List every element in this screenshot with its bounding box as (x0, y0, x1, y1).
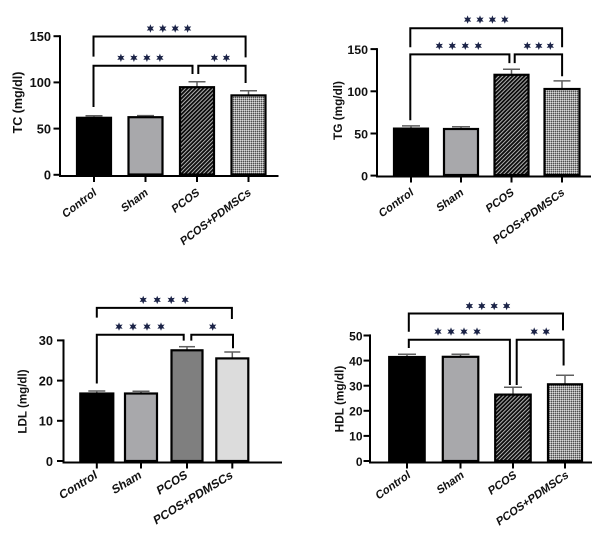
svg-text:PCOS: PCOS (155, 467, 189, 498)
svg-text:HDL (mg/dl): HDL (mg/dl) (333, 366, 347, 433)
svg-text:Sham: Sham (120, 186, 150, 215)
svg-text:0: 0 (356, 455, 363, 469)
svg-text:Control: Control (378, 186, 416, 220)
svg-text:PCOS: PCOS (170, 186, 201, 216)
svg-text:0: 0 (44, 168, 51, 183)
svg-text:Sham: Sham (435, 186, 465, 215)
svg-text:10: 10 (39, 414, 53, 429)
svg-text:150: 150 (30, 29, 51, 44)
svg-text:Sham: Sham (110, 467, 143, 497)
svg-text:40: 40 (349, 354, 363, 368)
svg-text:50: 50 (349, 329, 363, 343)
svg-text:PCOS+PDMSCs: PCOS+PDMSCs (152, 467, 235, 528)
svg-text:50: 50 (354, 127, 368, 141)
svg-text:Control: Control (57, 467, 98, 502)
svg-text:100: 100 (30, 75, 51, 90)
svg-text:0: 0 (361, 169, 368, 183)
svg-text:100: 100 (347, 85, 368, 99)
svg-text:PCOS: PCOS (485, 186, 517, 216)
svg-text:150: 150 (347, 43, 368, 57)
svg-text:20: 20 (349, 405, 363, 419)
svg-text:PCOS: PCOS (487, 469, 519, 499)
svg-text:20: 20 (39, 373, 53, 388)
svg-text:Sham: Sham (435, 469, 465, 498)
svg-text:0: 0 (46, 454, 53, 469)
svg-text:50: 50 (37, 121, 51, 136)
svg-text:10: 10 (349, 430, 363, 444)
svg-text:Control: Control (374, 469, 412, 503)
svg-text:30: 30 (349, 380, 363, 394)
svg-text:LDL (mg/dl): LDL (mg/dl) (17, 369, 30, 433)
svg-text:TG (mg/dl): TG (mg/dl) (331, 81, 345, 140)
svg-text:TC (mg/dl): TC (mg/dl) (11, 72, 25, 134)
svg-text:30: 30 (39, 333, 53, 348)
svg-text:Control: Control (61, 186, 99, 221)
